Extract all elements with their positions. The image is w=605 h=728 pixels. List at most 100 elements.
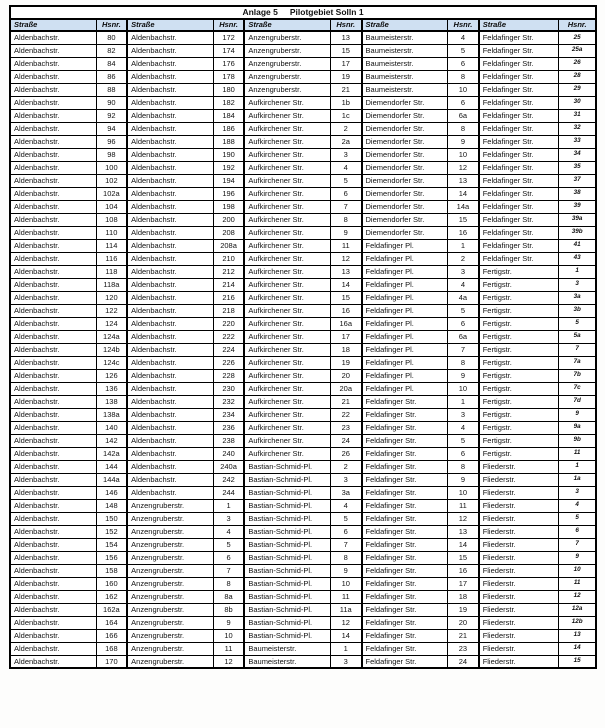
- hsnr-cell: 3: [558, 277, 597, 292]
- hsnr-cell: 22: [329, 407, 363, 422]
- street-cell: Anzengruberstr.: [126, 498, 214, 513]
- street-cell: Aldenbachstr.: [126, 368, 214, 383]
- street-cell: Aldenbachstr.: [9, 290, 97, 305]
- hsnr-cell: 6a: [447, 329, 480, 344]
- header-hsnr-2: Hsnr.: [212, 18, 245, 32]
- table-row: Aldenbachstr. 154 Anzengruberstr. 5 Bastian-…: [9, 537, 597, 552]
- street-cell: Fertigstr.: [477, 407, 560, 422]
- hsnr-cell: 2: [447, 251, 480, 266]
- table-row: Aldenbachstr. 84 Aldenbachstr. 176 Anzengrub…: [9, 56, 597, 71]
- street-cell: Bastian-Schmid-Pl.: [243, 563, 331, 578]
- street-cell: Aldenbachstr.: [126, 199, 214, 214]
- hsnr-cell: 234: [212, 407, 245, 422]
- street-cell: Feldafinger Str.: [477, 43, 560, 58]
- street-cell: Aldenbachstr.: [126, 147, 214, 162]
- hsnr-cell: 222: [212, 329, 245, 344]
- street-cell: Feldafinger Str.: [477, 225, 560, 240]
- hsnr-cell: 12: [447, 160, 480, 175]
- street-cell: Aldenbachstr.: [126, 472, 214, 487]
- hsnr-cell: 90: [95, 95, 128, 110]
- table-row: Aldenbachstr. 170 Anzengruberstr. 12 Baumeis…: [9, 654, 597, 669]
- hsnr-cell: 150: [95, 511, 128, 526]
- hsnr-cell: 5: [447, 433, 480, 448]
- street-cell: Baumeisterstr.: [360, 43, 449, 58]
- table-row: Aldenbachstr. 124a Aldenbachstr. 222 Aufkirc…: [9, 329, 597, 344]
- hsnr-cell: 7a: [558, 355, 597, 370]
- street-cell: Feldafinger Pl.: [360, 368, 449, 383]
- street-cell: Anzengruberstr.: [126, 563, 214, 578]
- street-cell: Aufkirchener Str.: [243, 212, 331, 227]
- hsnr-cell: 3: [329, 472, 363, 487]
- header-strasse-4: Straße: [360, 18, 449, 32]
- street-cell: Feldafinger Str.: [360, 472, 449, 487]
- hsnr-cell: 220: [212, 316, 245, 331]
- street-cell: Aldenbachstr.: [9, 199, 97, 214]
- street-cell: Diemendorfer Str.: [360, 134, 449, 149]
- hsnr-cell: 3: [329, 654, 363, 669]
- street-cell: Aldenbachstr.: [9, 329, 97, 344]
- street-cell: Bastian-Schmid-Pl.: [243, 550, 331, 565]
- street-cell: Diemendorfer Str.: [360, 108, 449, 123]
- street-cell: Aufkirchener Str.: [243, 420, 331, 435]
- street-cell: Baumeisterstr.: [360, 30, 449, 45]
- hsnr-cell: 6: [558, 524, 597, 539]
- table-row: Aldenbachstr. 116 Aldenbachstr. 210 Aufkirch…: [9, 251, 597, 266]
- table-row: Aldenbachstr. 138 Aldenbachstr. 232 Aufkirch…: [9, 394, 597, 409]
- hsnr-cell: 214: [212, 277, 245, 292]
- street-cell: Diemendorfer Str.: [360, 173, 449, 188]
- hsnr-cell: 3: [447, 264, 480, 279]
- street-cell: Feldafinger Str.: [360, 641, 449, 656]
- hsnr-cell: 96: [95, 134, 128, 149]
- street-cell: Feldafinger Str.: [477, 186, 560, 201]
- street-cell: Feldafinger Str.: [477, 30, 560, 45]
- hsnr-cell: 8: [447, 121, 480, 136]
- hsnr-cell: 13: [558, 628, 597, 643]
- header-hsnr-4: Hsnr.: [447, 18, 480, 32]
- hsnr-cell: 2: [329, 459, 363, 474]
- hsnr-cell: 19: [447, 602, 480, 617]
- hsnr-cell: 126: [95, 368, 128, 383]
- street-cell: Fliederstr.: [477, 498, 560, 513]
- street-cell: Anzengruberstr.: [126, 524, 214, 539]
- hsnr-cell: 184: [212, 108, 245, 123]
- hsnr-cell: 6a: [447, 108, 480, 123]
- hsnr-cell: 14: [447, 186, 480, 201]
- hsnr-cell: 4: [212, 524, 245, 539]
- hsnr-cell: 200: [212, 212, 245, 227]
- street-cell: Bastian-Schmid-Pl.: [243, 537, 331, 552]
- street-cell: Diemendorfer Str.: [360, 225, 449, 240]
- table-row: Aldenbachstr. 94 Aldenbachstr. 186 Aufkirche…: [9, 121, 597, 136]
- street-cell: Diemendorfer Str.: [360, 160, 449, 175]
- table-row: Aldenbachstr. 162a Anzengruberstr. 8b Bastia…: [9, 602, 597, 617]
- street-cell: Aldenbachstr.: [126, 121, 214, 136]
- street-cell: Aldenbachstr.: [126, 108, 214, 123]
- street-cell: Aldenbachstr.: [9, 524, 97, 539]
- hsnr-cell: 3: [447, 407, 480, 422]
- street-cell: Bastian-Schmid-Pl.: [243, 524, 331, 539]
- table-row: Aldenbachstr. 136 Aldenbachstr. 230 Aufkirch…: [9, 381, 597, 396]
- street-cell: Aufkirchener Str.: [243, 277, 331, 292]
- street-cell: Aufkirchener Str.: [243, 108, 331, 123]
- hsnr-cell: 11: [558, 446, 597, 461]
- street-cell: Fertigstr.: [477, 355, 560, 370]
- header-strasse-3: Straße: [243, 18, 331, 32]
- hsnr-cell: 5: [447, 303, 480, 318]
- hsnr-cell: 6: [447, 56, 480, 71]
- street-cell: Aufkirchener Str.: [243, 290, 331, 305]
- hsnr-cell: 148: [95, 498, 128, 513]
- hsnr-cell: 25a: [558, 43, 597, 58]
- street-cell: Fertigstr.: [477, 290, 560, 305]
- hsnr-cell: 210: [212, 251, 245, 266]
- hsnr-cell: 158: [95, 563, 128, 578]
- street-cell: Baumeisterstr.: [243, 641, 331, 656]
- hsnr-cell: 110: [95, 225, 128, 240]
- street-cell: Aldenbachstr.: [9, 316, 97, 331]
- street-cell: Aldenbachstr.: [126, 238, 214, 253]
- street-cell: Aldenbachstr.: [9, 264, 97, 279]
- street-cell: Aufkirchener Str.: [243, 433, 331, 448]
- hsnr-cell: 124b: [95, 342, 128, 357]
- street-cell: Feldafinger Str.: [360, 524, 449, 539]
- hsnr-cell: 124: [95, 316, 128, 331]
- hsnr-cell: 8: [329, 212, 363, 227]
- street-cell: Feldafinger Str.: [360, 420, 449, 435]
